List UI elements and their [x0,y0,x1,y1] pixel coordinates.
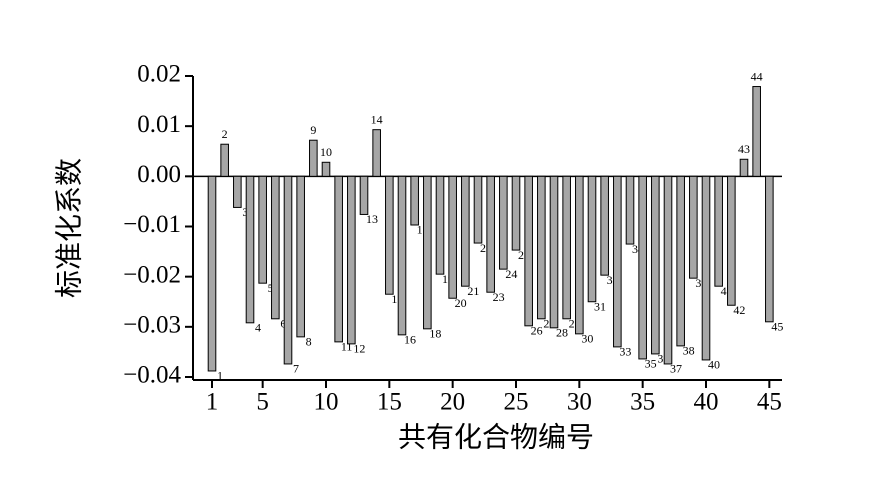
bar [448,175,457,299]
bar-label: 38 [683,344,695,358]
bar [638,175,647,360]
y-axis-label: 标准化系数 [53,158,85,298]
bar-label: 43 [738,142,750,156]
bar-label: 8 [306,335,312,349]
bar [587,175,597,303]
x-tick-label: 10 [314,389,339,416]
bar [613,175,622,348]
bar-label: 10 [320,145,332,159]
bar-label: 12 [353,342,365,356]
y-tick-label: −0.02 [123,261,181,288]
bar [739,158,749,177]
bar [435,175,445,275]
bar-label: 2 [222,127,228,141]
bar [334,175,343,343]
bar-label: 13 [366,212,378,226]
bar [423,175,432,330]
bar-label: 42 [733,303,745,317]
x-tick-label: 15 [377,389,402,416]
bar-label: 4 [255,321,261,335]
x-tick-label: 5 [256,389,269,416]
bar-label: 18 [429,327,441,341]
bar [397,175,407,336]
bar [727,175,736,306]
bar-label: 35 [645,357,657,371]
y-tick-label: −0.04 [123,362,181,389]
x-tick-label: 35 [630,389,655,416]
bar [499,175,508,270]
bar [359,175,369,215]
x-tick-label: 45 [757,389,782,416]
y-tick-label: −0.01 [123,211,181,238]
bar-label: 24 [505,267,517,281]
bar [714,175,723,287]
bar [549,175,559,329]
y-tick-label: 0.01 [137,111,181,138]
y-tick-label: 0.00 [137,161,181,188]
bar-label: 1 [217,369,223,383]
x-tick-label: 20 [440,389,465,416]
bar [486,175,495,293]
x-tick-label: 1 [206,389,219,416]
bar [562,175,571,320]
bar-label: 28 [556,326,568,340]
bar [385,175,394,295]
x-axis-label: 共有化合物编号 [398,421,594,453]
bar-label: 30 [581,332,593,346]
bar-label: 9 [310,123,316,137]
bar [271,175,280,320]
bar [600,175,609,276]
bar-label: 23 [493,290,505,304]
bar [207,175,217,372]
bar [309,139,318,177]
bar [461,175,470,287]
bar [283,175,293,365]
bar-label: 21 [467,284,479,298]
bar [701,175,711,361]
bar [511,175,521,251]
bar [625,175,635,245]
bar-label: 11 [341,340,353,354]
bar [410,175,419,226]
bar-label: 20 [455,296,467,310]
bar-label: 7 [293,362,299,376]
bar [245,175,255,324]
bar-label: 5 [268,281,274,295]
bar [676,175,685,347]
bar [473,175,483,244]
bar [296,175,305,338]
bar [258,175,267,284]
bar [663,175,673,365]
bar [689,175,698,279]
bar [524,175,533,327]
bar-label: 6 [280,317,286,331]
bar [765,175,774,323]
bar [233,175,242,208]
bar-label: 37 [670,362,682,376]
bar [651,175,660,355]
x-tick-label: 25 [504,389,529,416]
bar-label: 44 [751,69,763,83]
x-tick-label: 40 [694,389,719,416]
bar [321,161,331,177]
bar-label: 31 [594,299,606,313]
bar-label: 33 [619,345,631,359]
bar [752,86,761,177]
x-tick-label: 30 [567,389,592,416]
bar-label: 14 [371,112,383,126]
bar [347,175,356,345]
bar [220,143,229,177]
bar [372,129,381,177]
bar-label: 45 [771,320,783,334]
bar-label: 16 [404,333,416,347]
bar [575,175,584,335]
bar-label: 26 [531,324,543,338]
bar [537,175,546,320]
bar-label: 40 [708,358,720,372]
bar-label: 3 [242,205,248,219]
y-tick-label: −0.03 [123,312,181,339]
y-tick-label: 0.02 [137,61,181,88]
